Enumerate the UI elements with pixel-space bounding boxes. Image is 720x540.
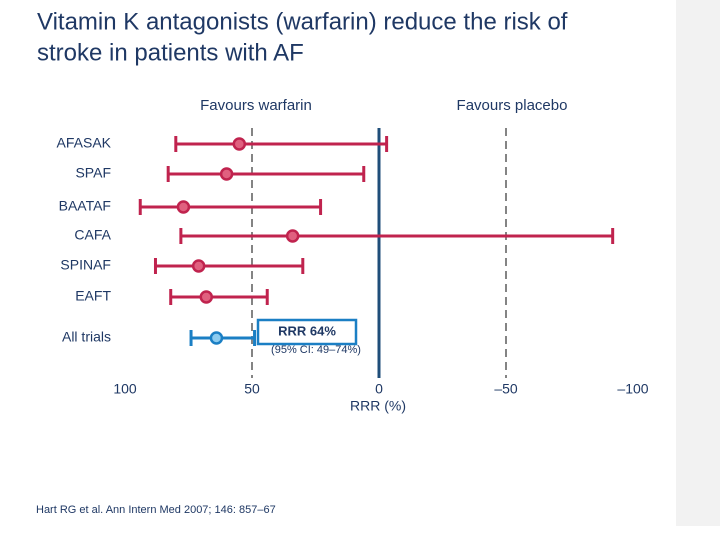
x-tick-label: 0 — [375, 381, 383, 397]
row-label: CAFA — [74, 227, 111, 243]
annotation-sub: (95% CI: 49–74%) — [271, 344, 361, 356]
x-tick-label: 100 — [113, 381, 137, 397]
point-estimate — [219, 167, 234, 181]
point-estimate — [191, 259, 206, 273]
row-label: All trials — [62, 329, 111, 345]
left-header: Favours warfarin — [200, 97, 312, 114]
x-tick-label: 50 — [244, 381, 260, 397]
side-band — [676, 0, 720, 526]
x-axis-label: RRR (%) — [350, 398, 406, 414]
point-estimate — [199, 290, 214, 304]
annotation-main: RRR 64% — [278, 323, 336, 338]
x-tick-label: –50 — [494, 381, 518, 397]
point-estimate — [176, 200, 191, 214]
title-line: Vitamin K antagonists (warfarin) reduce … — [37, 8, 568, 35]
right-header: Favours placebo — [457, 97, 568, 114]
row-label: AFASAK — [57, 135, 112, 151]
row-label: EAFT — [75, 288, 111, 304]
title-line: stroke in patients with AF — [37, 39, 304, 66]
point-estimate — [285, 229, 300, 243]
point-estimate — [209, 331, 224, 345]
row-label: SPAF — [75, 165, 111, 181]
row-label: BAATAF — [59, 198, 111, 214]
x-tick-label: –100 — [617, 381, 648, 397]
footnote: Hart RG et al. Ann Intern Med 2007; 146:… — [36, 504, 276, 516]
annotation-box — [256, 318, 358, 346]
point-estimate — [232, 137, 247, 151]
row-label: SPINAF — [60, 257, 111, 273]
